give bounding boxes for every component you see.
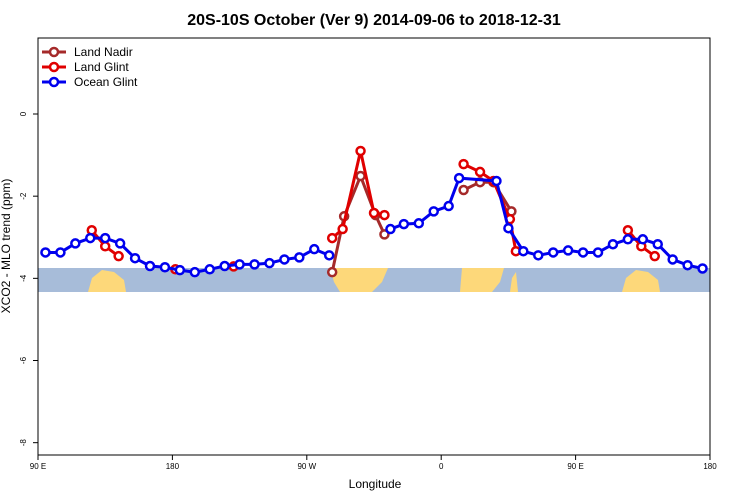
- data-point: [249, 259, 260, 270]
- data-point: [443, 200, 454, 212]
- data-point: [264, 257, 275, 269]
- data-point: [533, 250, 544, 261]
- legend-marker: [48, 76, 60, 88]
- data-point: [114, 238, 126, 249]
- y-tick-label: -6: [19, 356, 28, 364]
- data-point: [562, 245, 574, 256]
- data-point: [129, 252, 141, 264]
- data-point: [204, 264, 215, 275]
- data-point: [697, 263, 708, 274]
- legend-label: Ocean Glint: [74, 75, 138, 89]
- series-line: [45, 176, 703, 274]
- data-point: [428, 206, 439, 217]
- data-point: [323, 250, 335, 261]
- data-point: [607, 238, 619, 250]
- data-point: [113, 250, 124, 262]
- data-point: [682, 259, 693, 271]
- y-tick-label: -2: [19, 192, 28, 200]
- data-point: [385, 223, 396, 235]
- data-point: [326, 266, 338, 278]
- data-point: [398, 218, 410, 230]
- data-point: [637, 234, 649, 245]
- data-point: [309, 243, 320, 255]
- legend-label: Land Nadir: [74, 45, 133, 59]
- data-point: [622, 225, 634, 236]
- data-point: [547, 247, 559, 258]
- data-point: [355, 145, 366, 157]
- x-tick-label: 180: [703, 462, 717, 471]
- data-point: [667, 254, 678, 265]
- data-point: [518, 245, 529, 257]
- data-point: [70, 238, 81, 249]
- data-point: [368, 207, 380, 219]
- y-tick-label: 0: [19, 111, 28, 116]
- legend-label: Land Glint: [74, 60, 129, 74]
- chart-title: 20S-10S October (Ver 9) 2014-09-06 to 20…: [187, 12, 561, 29]
- data-point: [85, 232, 96, 244]
- data-point: [159, 261, 171, 273]
- data-point: [326, 232, 338, 244]
- x-tick-label: 90 E: [567, 462, 583, 471]
- y-tick-label: -4: [19, 274, 28, 282]
- data-point: [503, 222, 514, 234]
- x-tick-label: 0: [439, 462, 444, 471]
- data-point: [144, 260, 156, 272]
- data-point: [189, 266, 201, 278]
- legend-marker: [48, 46, 60, 58]
- data-point: [219, 260, 230, 272]
- y-tick-label: -8: [19, 439, 28, 447]
- y-axis-label: XCO2 - MLO trend (ppm): [0, 179, 13, 314]
- data-point: [592, 247, 604, 258]
- data-point: [294, 252, 305, 263]
- data-point: [622, 234, 634, 245]
- data-point: [99, 241, 111, 252]
- x-tick-label: 90 E: [30, 462, 46, 471]
- data-point: [577, 247, 589, 258]
- data-point: [337, 223, 348, 235]
- legend-marker: [48, 61, 60, 73]
- data-point: [413, 218, 425, 229]
- data-point: [458, 158, 469, 170]
- data-point: [379, 209, 390, 221]
- series-line: [90, 150, 656, 258]
- data-point: [649, 250, 660, 262]
- data-point: [453, 172, 465, 184]
- data-point: [458, 184, 469, 196]
- data-point: [234, 259, 245, 270]
- x-tick-label: 180: [166, 462, 180, 471]
- data-point: [491, 175, 502, 187]
- data-point: [474, 166, 486, 178]
- x-axis-label: Longitude: [349, 477, 402, 491]
- data-point: [55, 247, 66, 258]
- plot-frame: [37, 37, 711, 456]
- data-point: [652, 238, 663, 250]
- x-tick-label: 90 W: [297, 462, 316, 471]
- data-point: [279, 254, 290, 265]
- data-point: [355, 170, 366, 182]
- data-point: [40, 247, 51, 258]
- data-point: [174, 264, 186, 276]
- map-band: [38, 268, 710, 292]
- data-point: [99, 232, 111, 244]
